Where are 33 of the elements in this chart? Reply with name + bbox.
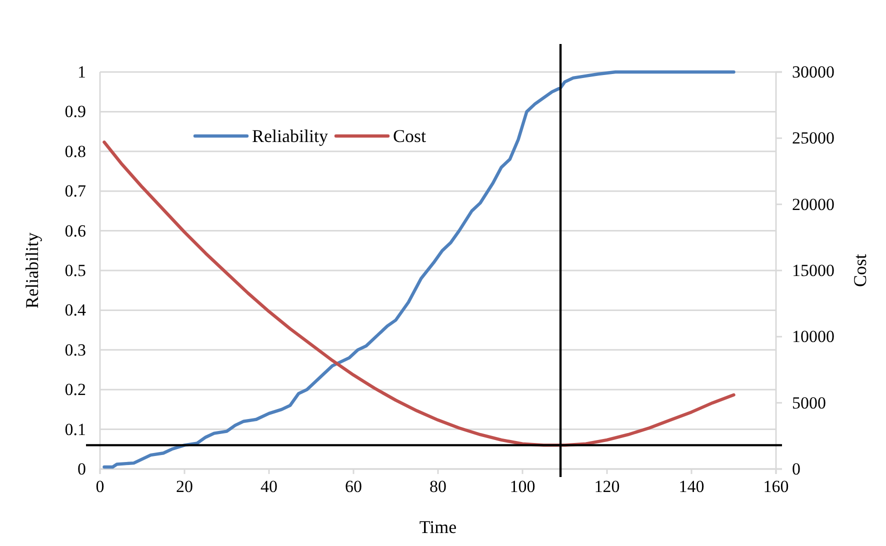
- y-tick-label: 0.3: [64, 340, 86, 360]
- y-tick-label: 0.5: [64, 260, 86, 280]
- y2-tick-label: 30000: [792, 62, 834, 82]
- x-tick-label: 40: [260, 477, 278, 496]
- x-tick-label: 140: [678, 477, 704, 496]
- legend-label: Reliability: [252, 126, 328, 146]
- y-tick-label: 0.1: [64, 420, 86, 439]
- x-tick-label: 160: [763, 477, 789, 496]
- x-tick-label: 120: [594, 477, 620, 496]
- y-tick-label: 0: [78, 459, 86, 478]
- y-tick-label: 0.4: [64, 300, 86, 320]
- y2-tick-label: 10000: [792, 327, 834, 346]
- y-axis-title: Reliability: [22, 232, 42, 308]
- y2-axis-title: Cost: [850, 254, 870, 288]
- y-tick-label: 0.8: [64, 142, 86, 161]
- legend-label: Cost: [393, 126, 426, 146]
- x-tick-label: 60: [345, 477, 362, 496]
- y-tick-label: 0.7: [64, 182, 86, 201]
- y-tick-label: 0.2: [64, 380, 86, 400]
- y2-tick-label: 0: [792, 459, 800, 478]
- line-series: [102, 70, 736, 469]
- x-tick-label: 0: [96, 477, 104, 496]
- y2-tick-label: 25000: [792, 128, 834, 148]
- x-tick-label: 80: [430, 477, 446, 496]
- y-tick-label: 0.6: [64, 221, 86, 240]
- x-axis-title: Time: [419, 517, 457, 537]
- y2-tick-label: 5000: [792, 393, 826, 412]
- y2-tick-label: 15000: [792, 260, 834, 280]
- x-tick-label: 20: [176, 477, 193, 496]
- x-tick-label: 100: [510, 477, 536, 496]
- y2-tick-label: 20000: [792, 194, 834, 214]
- y-tick-label: 0.9: [64, 102, 86, 122]
- y-tick-label: 1: [78, 62, 86, 82]
